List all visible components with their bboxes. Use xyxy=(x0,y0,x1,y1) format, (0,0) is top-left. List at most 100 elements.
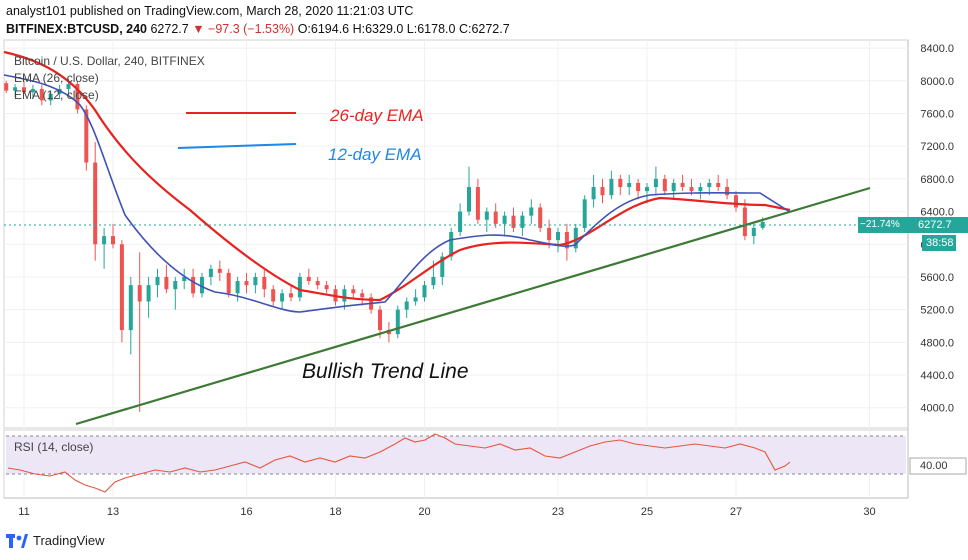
time-axis: 11 13 16 18 20 23 25 27 30 xyxy=(18,506,875,518)
trend-annotation: Bullish Trend Line xyxy=(302,360,469,383)
candle-body xyxy=(716,182,721,188)
candle-body xyxy=(520,215,525,228)
tradingview-footer[interactable]: TradingView xyxy=(6,533,105,548)
candle-body xyxy=(493,211,498,224)
candle-body xyxy=(253,276,258,286)
candle-body xyxy=(449,232,454,257)
candle-body xyxy=(422,285,427,298)
publish-info: analyst101 published on TradingView.com,… xyxy=(6,4,414,18)
candle-body xyxy=(582,199,587,228)
ema12-legend-line xyxy=(177,143,297,149)
candle-body xyxy=(200,276,204,294)
candle-body xyxy=(137,285,142,302)
rsi-legend: RSI (14, close) xyxy=(14,440,94,454)
candle-body xyxy=(315,281,320,286)
candle-body xyxy=(618,178,623,188)
candle-body xyxy=(662,178,667,192)
candle-body xyxy=(440,256,445,277)
candle-body xyxy=(378,309,382,331)
candle-body xyxy=(75,84,80,110)
ema12-line xyxy=(3,74,791,313)
time-tick-label: 18 xyxy=(329,506,341,518)
candle-body xyxy=(671,182,676,192)
candle-body xyxy=(4,83,9,91)
candle-body xyxy=(395,309,400,335)
candle-body xyxy=(591,187,596,200)
candle-body xyxy=(66,84,71,89)
tradingview-brand: TradingView xyxy=(33,533,105,548)
price-tick-label: 4000.0 xyxy=(920,403,954,415)
price-tick-label: 8400.0 xyxy=(920,43,954,55)
price-tick-label: 4800.0 xyxy=(920,337,954,349)
rsi-value-box xyxy=(909,457,967,475)
price-tick-label: 8000.0 xyxy=(920,76,954,88)
tradingview-logo-icon xyxy=(6,533,28,548)
candle-body xyxy=(725,187,730,196)
candle-body xyxy=(262,276,267,290)
time-tick-label: 30 xyxy=(863,506,875,518)
time-tick-label: 25 xyxy=(641,506,653,518)
candle-body xyxy=(191,276,196,294)
ema26-legend: EMA (26, close) xyxy=(14,71,99,85)
rsi-line xyxy=(7,433,791,493)
candle-body xyxy=(128,285,133,331)
candle-body xyxy=(30,88,35,93)
candle-body xyxy=(431,276,436,286)
pct-change-badge: −21.74% xyxy=(860,219,900,230)
candle-body xyxy=(182,276,187,282)
candle-body xyxy=(119,244,124,331)
price-badge-bg xyxy=(910,217,968,233)
candle-body xyxy=(484,211,489,220)
price-tick-label: 4400.0 xyxy=(920,370,954,382)
candle-body xyxy=(698,187,703,192)
candle-body xyxy=(547,227,552,241)
candle-body xyxy=(734,195,738,208)
candle-body xyxy=(289,293,293,298)
candle-body xyxy=(244,281,249,286)
rsi-band xyxy=(6,436,906,474)
candle-body xyxy=(351,289,356,294)
candle-body xyxy=(146,285,151,302)
candle-body xyxy=(13,87,18,91)
time-tick-label: 27 xyxy=(730,506,742,518)
candle-body xyxy=(155,276,160,286)
symbol-ohlc-line: BITFINEX:BTCUSD, 240 6272.7 ▼ −97.3 (−1.… xyxy=(6,22,510,36)
grid-lines xyxy=(4,40,908,498)
chart-legend-title: Bitcoin / U.S. Dollar, 240, BITFINEX xyxy=(14,54,205,68)
candle-body xyxy=(502,215,507,224)
candle-body xyxy=(208,268,213,277)
candle-body xyxy=(271,289,276,302)
candle-body xyxy=(556,232,560,241)
candle-body xyxy=(342,289,347,302)
candle-body xyxy=(48,93,53,101)
candle-body xyxy=(751,227,756,237)
candle-body xyxy=(529,207,534,216)
candle-body xyxy=(235,281,240,294)
candle-body xyxy=(458,211,463,232)
candle-body xyxy=(164,276,169,290)
price-tick-label: 7200.0 xyxy=(920,141,954,153)
candle-body xyxy=(475,187,480,220)
time-tick-label: 16 xyxy=(240,506,252,518)
time-tick-label: 20 xyxy=(418,506,430,518)
candle-body xyxy=(707,182,712,188)
price-tick-label: 5600.0 xyxy=(920,272,954,284)
candle-body xyxy=(467,187,471,212)
candle-body xyxy=(413,297,418,302)
ohlc-values: O:6194.6 H:6329.0 L:6178.0 C:6272.7 xyxy=(297,22,510,36)
current-price-badge: 6272.7 xyxy=(918,219,952,231)
ema26-line xyxy=(3,50,791,302)
candle-body xyxy=(111,236,115,245)
ema12-legend: EMA (12, close) xyxy=(14,88,99,102)
candle-body xyxy=(564,232,569,249)
candle-body xyxy=(173,281,178,290)
candle-body xyxy=(102,236,107,245)
candle-body xyxy=(22,87,26,93)
candle-body xyxy=(297,276,302,298)
candle-body xyxy=(93,162,98,245)
price-tick-label: 5200.0 xyxy=(920,305,954,317)
candle-body xyxy=(39,88,44,101)
candle-body xyxy=(84,109,89,163)
candle-body xyxy=(404,301,409,310)
